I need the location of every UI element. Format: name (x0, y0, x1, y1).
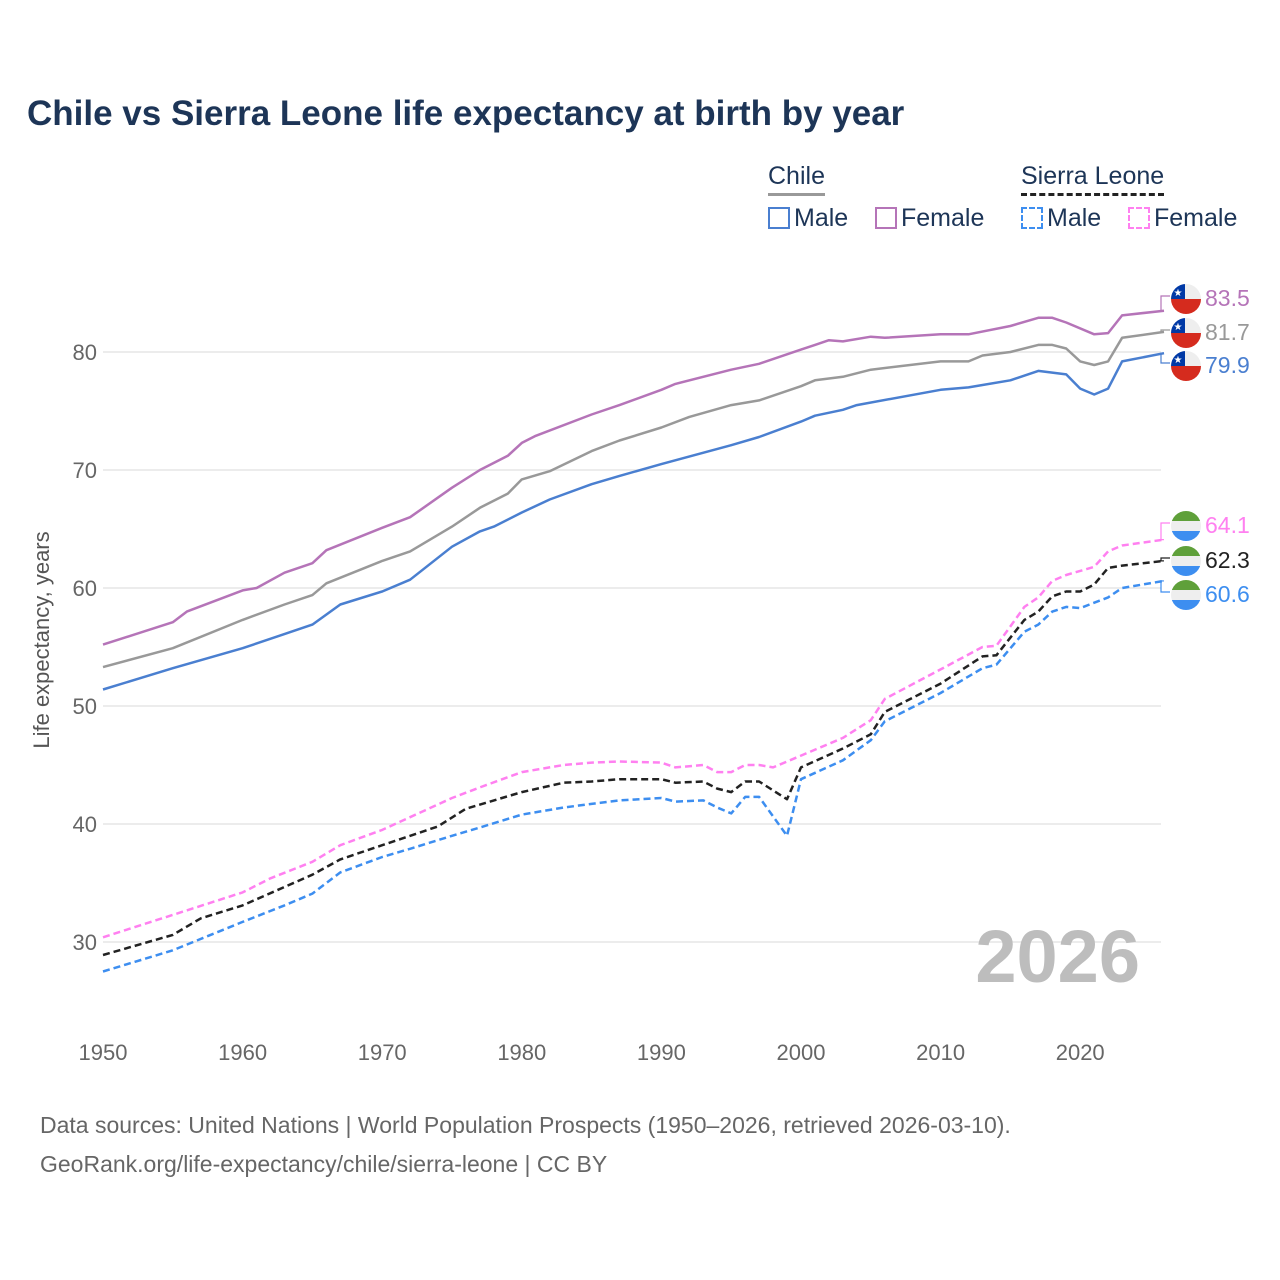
end-value-label: 60.6 (1205, 581, 1250, 607)
end-value-label: 79.9 (1205, 352, 1250, 378)
source-note: Data sources: United Nations | World Pop… (40, 1106, 1011, 1184)
flag-star: ★ (1174, 288, 1183, 299)
series-line-sierra-leone-female (102, 538, 1165, 939)
x-tick-label: 2010 (916, 1040, 965, 1065)
end-value-label: 81.7 (1205, 319, 1250, 345)
label-connector (1160, 557, 1170, 562)
x-tick-label: 1990 (637, 1040, 686, 1065)
sierra-leone-flag-icon (1171, 546, 1201, 576)
label-connector (1160, 580, 1170, 593)
flag-stripe (1171, 580, 1201, 590)
flag-stripe (1171, 546, 1201, 556)
label-connector (1160, 329, 1170, 333)
legend-chile-male[interactable]: Male (768, 204, 848, 233)
chart-title: Chile vs Sierra Leone life expectancy at… (27, 94, 905, 133)
y-axis-label: Life expectancy, years (29, 531, 54, 749)
sierra-leone-flag-icon (1171, 511, 1201, 541)
series-line-chile-male (102, 351, 1165, 691)
flag-stripe (1171, 521, 1201, 531)
x-tick-label: 1950 (79, 1040, 128, 1065)
series-line-chile-total (102, 330, 1165, 669)
chile-flag-icon: ★ (1171, 284, 1201, 314)
y-tick-label: 40 (73, 812, 97, 837)
flag-star: ★ (1174, 322, 1183, 333)
y-tick-label: 60 (73, 576, 97, 601)
x-tick-label: 2000 (777, 1040, 826, 1065)
x-tick-label: 1980 (497, 1040, 546, 1065)
flag-star: ★ (1174, 355, 1183, 366)
legend-label: Female (1154, 204, 1238, 232)
flag-stripe (1171, 590, 1201, 600)
legend-chile-female[interactable]: Female (875, 204, 984, 233)
end-value-label: 83.5 (1205, 285, 1250, 311)
label-connector (1160, 352, 1170, 364)
end-value-label: 64.1 (1205, 512, 1250, 538)
y-tick-label: 70 (73, 458, 97, 483)
y-tick-label: 30 (73, 930, 97, 955)
flag-stripe (1171, 600, 1201, 610)
flag-stripe (1171, 566, 1201, 576)
end-value-label: 62.3 (1205, 547, 1250, 573)
legend-group-sierra-leone: Sierra Leone (1021, 162, 1165, 196)
flag-stripe (1171, 531, 1201, 541)
x-tick-label: 1970 (358, 1040, 407, 1065)
legend-swatch (1128, 207, 1150, 229)
year-watermark: 2026 (975, 915, 1140, 998)
label-connector (1160, 295, 1170, 312)
y-tick-label: 80 (73, 340, 97, 365)
source-line-1[interactable]: Data sources: United Nations | World Pop… (40, 1112, 1011, 1138)
legend-swatch (875, 207, 897, 229)
legend-label: Male (1047, 204, 1102, 232)
legend-group-chile: Chile (768, 162, 825, 196)
source-line-2[interactable]: GeoRank.org/life-expectancy/chile/sierra… (40, 1151, 608, 1177)
series-line-sierra-leone-male (102, 579, 1165, 973)
flag-stripe (1171, 556, 1201, 566)
flag-stripe (1171, 299, 1201, 314)
legend-label: Male (794, 204, 849, 232)
legend-swatch (768, 207, 790, 229)
label-connector (1160, 522, 1170, 541)
legend-sl-female[interactable]: Female (1128, 204, 1237, 233)
legend-sl-male[interactable]: Male (1021, 204, 1101, 233)
x-tick-label: 1960 (218, 1040, 267, 1065)
chile-flag-icon: ★ (1171, 318, 1201, 348)
flag-stripe (1171, 333, 1201, 348)
x-tick-label: 2020 (1056, 1040, 1105, 1065)
y-tick-label: 50 (73, 694, 97, 719)
series-line-sierra-leone-total (102, 559, 1165, 957)
chile-flag-icon: ★ (1171, 351, 1201, 381)
flag-stripe (1171, 366, 1201, 381)
sierra-leone-flag-icon (1171, 580, 1201, 610)
series-line-chile-female (102, 309, 1165, 646)
legend-swatch (1021, 207, 1043, 229)
flag-stripe (1171, 511, 1201, 521)
legend-label: Female (901, 204, 985, 232)
